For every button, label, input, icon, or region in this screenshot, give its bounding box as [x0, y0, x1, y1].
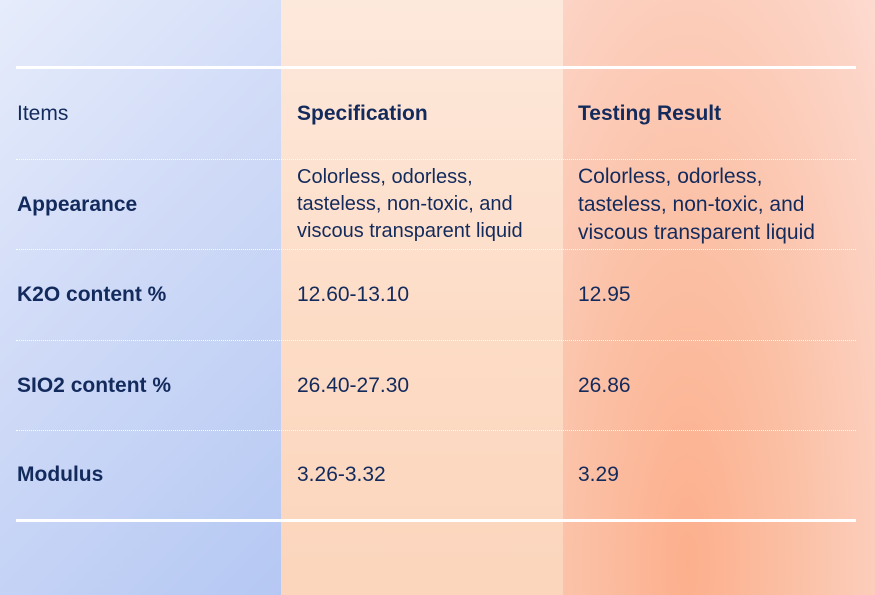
item-label: Modulus — [17, 463, 104, 486]
item-label: Appearance — [17, 192, 138, 216]
column-background-items — [0, 0, 281, 595]
header-testing-result: Testing Result — [578, 102, 722, 125]
column-background-testing-result — [563, 0, 875, 595]
row-separator — [16, 340, 856, 341]
specification-value: 3.26-3.32 — [297, 463, 386, 486]
row-separator — [16, 249, 856, 250]
row-separator — [16, 430, 856, 431]
item-label: SIO2 content % — [17, 373, 172, 397]
column-background-specification — [281, 0, 563, 595]
table-row: Appearance Colorless, odorless, tasteles… — [0, 160, 875, 249]
testing-result-value: 3.29 — [578, 463, 619, 486]
item-label: K2O content % — [17, 283, 167, 306]
header-specification: Specification — [297, 102, 428, 125]
specification-value: Colorless, odorless, tasteless, non-toxi… — [297, 166, 523, 242]
table-row: K2O content % 12.60-13.10 12.95 — [0, 250, 875, 340]
specification-value: 12.60-13.10 — [297, 283, 410, 306]
table-row: Modulus 3.26-3.32 3.29 — [0, 431, 875, 519]
header-items: Items — [17, 102, 69, 125]
table-header-row: Items Specification Testing Result — [0, 69, 875, 159]
specification-value: 26.40-27.30 — [297, 373, 410, 397]
row-separator — [16, 159, 856, 160]
table-top-rule — [16, 66, 856, 69]
table-row: SIO2 content % 26.40-27.30 26.86 — [0, 341, 875, 430]
testing-result-value: 12.95 — [578, 283, 631, 306]
table-bottom-rule — [16, 519, 856, 522]
testing-result-value: Colorless, odorless, tasteless, non-toxi… — [578, 164, 815, 244]
testing-result-value: 26.86 — [578, 373, 631, 397]
